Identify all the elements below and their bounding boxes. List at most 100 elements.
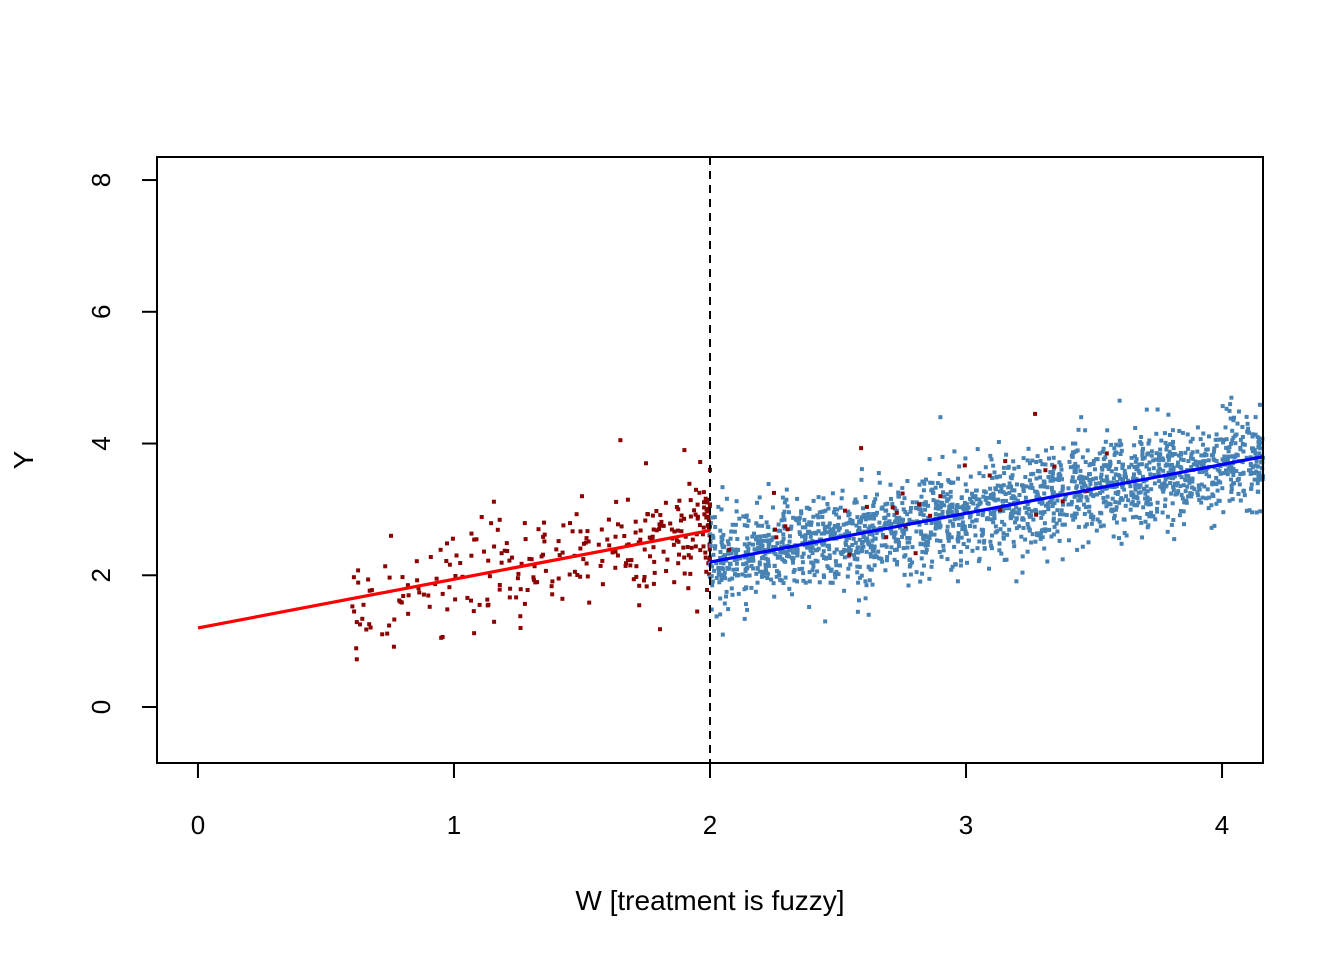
data-point bbox=[1073, 441, 1078, 446]
data-point bbox=[651, 527, 656, 532]
data-point bbox=[389, 533, 393, 538]
data-point bbox=[585, 574, 590, 579]
data-point bbox=[472, 537, 477, 542]
data-point bbox=[760, 572, 765, 577]
data-point bbox=[703, 550, 708, 555]
data-point bbox=[652, 559, 657, 564]
data-point bbox=[729, 547, 734, 551]
data-point bbox=[716, 572, 721, 577]
data-point bbox=[889, 531, 894, 536]
data-point bbox=[871, 525, 876, 530]
data-point bbox=[1050, 504, 1055, 508]
data-point bbox=[1204, 453, 1209, 457]
data-point bbox=[772, 563, 777, 568]
data-point bbox=[1241, 488, 1246, 493]
data-point bbox=[1229, 469, 1234, 474]
data-point bbox=[856, 529, 861, 533]
data-point bbox=[1198, 437, 1203, 442]
data-point bbox=[1163, 477, 1168, 482]
data-point bbox=[815, 559, 820, 564]
data-point bbox=[1088, 489, 1093, 494]
data-point bbox=[989, 511, 994, 516]
data-point bbox=[971, 501, 976, 506]
data-point bbox=[1001, 531, 1006, 536]
data-point bbox=[1011, 459, 1016, 464]
data-point bbox=[924, 550, 928, 555]
data-point bbox=[1195, 463, 1200, 468]
data-point bbox=[989, 546, 994, 551]
data-point bbox=[633, 519, 638, 524]
data-point bbox=[727, 566, 732, 571]
data-point bbox=[922, 481, 927, 486]
data-point bbox=[844, 529, 849, 534]
data-point bbox=[998, 474, 1002, 479]
data-point bbox=[1086, 540, 1091, 545]
data-point bbox=[858, 520, 863, 525]
data-point bbox=[1006, 485, 1011, 490]
data-point bbox=[1043, 462, 1048, 467]
data-point bbox=[1085, 476, 1089, 481]
data-point bbox=[889, 529, 894, 534]
data-point bbox=[1248, 471, 1253, 476]
data-point bbox=[1001, 490, 1006, 495]
data-point bbox=[1038, 510, 1043, 515]
data-point bbox=[615, 553, 620, 558]
data-point bbox=[1246, 426, 1251, 431]
data-point bbox=[1231, 435, 1236, 440]
data-point bbox=[1242, 442, 1247, 447]
data-point bbox=[938, 504, 943, 509]
data-point bbox=[722, 570, 727, 575]
data-point bbox=[350, 604, 355, 609]
data-point bbox=[827, 521, 832, 526]
data-point bbox=[867, 526, 872, 531]
data-point bbox=[1117, 398, 1122, 403]
data-point bbox=[1157, 466, 1162, 471]
data-point bbox=[664, 569, 669, 573]
data-point bbox=[1021, 456, 1026, 461]
data-point bbox=[924, 521, 929, 525]
data-point bbox=[989, 517, 994, 522]
data-point bbox=[820, 515, 825, 519]
data-point bbox=[497, 517, 502, 522]
data-point bbox=[1190, 450, 1195, 455]
data-point bbox=[905, 540, 910, 545]
data-point bbox=[1181, 483, 1186, 488]
data-point bbox=[940, 501, 945, 506]
data-point bbox=[860, 539, 865, 544]
data-point bbox=[1017, 524, 1022, 529]
data-point bbox=[919, 494, 924, 499]
data-point bbox=[825, 502, 830, 506]
data-point bbox=[729, 529, 734, 534]
data-point bbox=[766, 560, 771, 565]
data-point bbox=[661, 549, 666, 554]
data-point bbox=[1118, 452, 1123, 456]
data-point bbox=[951, 480, 956, 485]
data-point bbox=[838, 563, 842, 568]
data-point bbox=[955, 579, 960, 584]
data-point bbox=[584, 536, 589, 541]
data-point bbox=[672, 529, 677, 534]
data-point bbox=[932, 532, 937, 537]
data-point bbox=[765, 538, 770, 543]
data-point bbox=[1025, 458, 1030, 463]
data-point bbox=[1186, 459, 1191, 463]
data-point bbox=[846, 513, 851, 518]
data-point bbox=[905, 479, 910, 483]
data-point bbox=[1100, 489, 1105, 494]
data-point bbox=[972, 524, 977, 529]
data-point bbox=[1207, 434, 1211, 439]
data-point bbox=[799, 511, 804, 516]
data-point bbox=[742, 523, 747, 528]
data-point bbox=[1209, 503, 1214, 508]
data-point bbox=[575, 573, 580, 577]
data-point bbox=[1144, 407, 1149, 412]
data-point bbox=[830, 491, 835, 496]
data-point bbox=[935, 481, 940, 486]
data-point bbox=[927, 534, 932, 539]
data-point bbox=[1098, 491, 1102, 495]
data-point bbox=[1099, 472, 1104, 477]
data-point bbox=[946, 538, 951, 543]
data-point bbox=[1108, 480, 1113, 485]
data-point bbox=[937, 550, 942, 554]
data-point bbox=[1183, 477, 1188, 482]
